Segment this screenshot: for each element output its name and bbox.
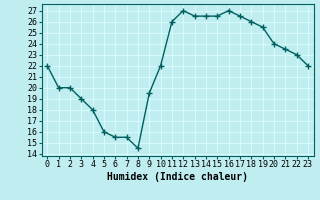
X-axis label: Humidex (Indice chaleur): Humidex (Indice chaleur)	[107, 172, 248, 182]
